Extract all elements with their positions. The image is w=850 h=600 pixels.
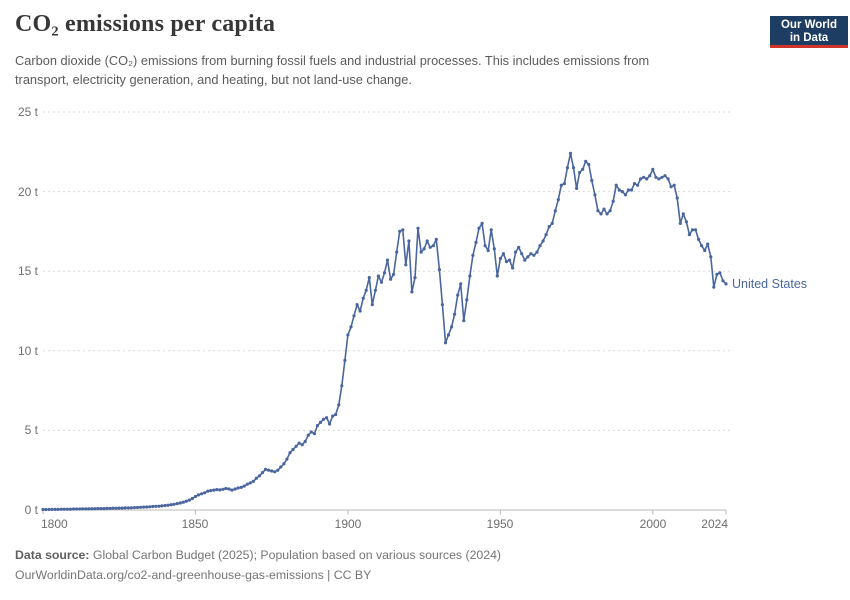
owid-logo-line-2: in Data	[789, 32, 829, 44]
x-axis	[42, 509, 727, 515]
data-source-text: Global Carbon Budget (2025); Population …	[92, 548, 502, 562]
license-link[interactable]: OurWorldinData.org/co2-and-greenhouse-ga…	[15, 567, 372, 582]
y-tick-label-25t: 25 t	[17, 105, 38, 119]
x-tick-label-1900: 1900	[334, 517, 362, 531]
x-tick-label-1950: 1950	[486, 517, 514, 531]
y-tick-label-15t: 15 t	[17, 264, 38, 278]
x-tick-label-2000: 2000	[639, 517, 667, 531]
owid-logo-line-1: Our World	[780, 19, 837, 31]
x-tick-label-1800: 1800	[41, 517, 68, 531]
y-tick-label-20t: 20 t	[17, 185, 38, 199]
data-source-line: Data source: Global Carbon Budget (2025)…	[15, 546, 501, 566]
series-label-united-states: United States	[732, 277, 808, 291]
y-tick-label-0t: 0 t	[24, 503, 38, 517]
y-tick-label-5t: 5 t	[24, 423, 38, 437]
x-tick-label-2024: 2024	[701, 517, 728, 531]
series-united-states-line[interactable]	[41, 151, 728, 512]
x-tick-label-1850: 1850	[181, 517, 209, 531]
chart-footer: Data source: Global Carbon Budget (2025)…	[15, 546, 501, 585]
gridlines	[43, 111, 733, 431]
subtitle-line-1: Carbon dioxide (CO₂) emissions from burn…	[15, 53, 650, 68]
owid-logo[interactable]: Our World in Data	[770, 16, 848, 48]
page-title: CO₂ emissions per capita	[15, 11, 276, 37]
subtitle-line-2: transport, electricity generation, and h…	[15, 71, 412, 87]
chart-subtitle: Carbon dioxide (CO₂) emissions from burn…	[15, 52, 649, 89]
y-tick-label-10t: 10 t	[17, 344, 38, 358]
data-source-label: Data source:	[15, 548, 90, 562]
